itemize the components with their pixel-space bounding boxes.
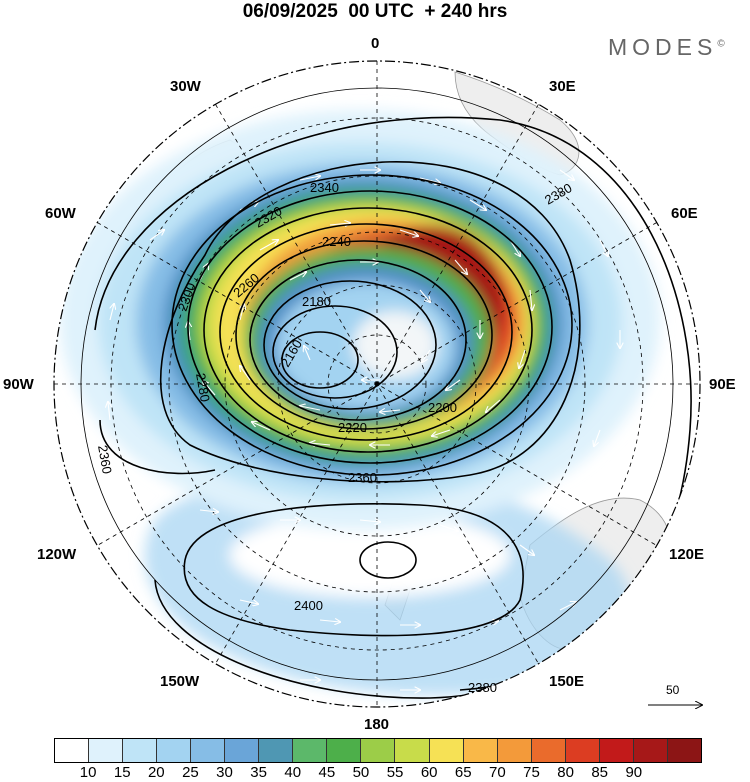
longitude-label-180: 180	[364, 716, 390, 733]
modes-logo: MODES©	[608, 34, 725, 61]
map-disk	[54, 61, 700, 707]
contour-label-2220: 2220	[338, 420, 367, 435]
longitude-label-120e: 120E	[669, 546, 705, 563]
colorbar-tick-label: 60	[420, 764, 438, 781]
contour-label-2400: 2400	[294, 598, 323, 613]
contour-label-2240: 2240	[322, 234, 351, 249]
colorbar-swatch	[157, 739, 192, 762]
map-title: 06/09/2025 00 UTC + 240 hrs	[242, 1, 508, 22]
colorbar-swatch	[361, 739, 396, 762]
reference-vector-value: 50	[666, 683, 680, 697]
colorbar-tick-label: 40	[284, 764, 302, 781]
colorbar-tick-label: 75	[523, 764, 540, 781]
longitude-label-90e: 90E	[709, 376, 736, 393]
colorbar-swatch	[327, 739, 362, 762]
contour-label-2380-south: 2380	[468, 680, 497, 695]
map-boundary	[53, 60, 701, 708]
colorbar-tick-label: 65	[454, 764, 472, 781]
colorbar-tick-label: 45	[318, 764, 336, 781]
polar-stereographic-map: 2160 2180 2200 2220 2240 2260 2280 2300 …	[53, 60, 750, 740]
copyright-mark: ©	[717, 38, 725, 50]
colorbar-tick-label: 90	[625, 764, 643, 781]
colorbar-swatch	[55, 739, 90, 762]
colorbar-tick-label: 80	[557, 764, 574, 781]
colorbar-tick-label: 30	[216, 764, 233, 781]
colorbar-swatch	[293, 739, 328, 762]
calm-southern-core	[230, 513, 510, 597]
contour-label-2280: 2280	[193, 372, 213, 403]
map-outer-ring	[80, 87, 674, 681]
colorbar-tick-label: 70	[489, 764, 506, 781]
colorbar-swatch	[89, 739, 124, 762]
colorbar-swatch	[395, 739, 430, 762]
colorbar-swatch	[463, 739, 498, 762]
longitude-label-60w: 60W	[45, 205, 76, 222]
colorbar-tick-label: 55	[386, 764, 404, 781]
colorbar-swatch	[531, 739, 566, 762]
contour-label-2360-west: 2360	[95, 444, 115, 475]
longitude-label-0: 0	[371, 35, 380, 52]
longitude-label-120w: 120W	[37, 546, 77, 563]
colorbar-swatch	[259, 739, 294, 762]
colorbar-swatch	[565, 739, 600, 762]
colorbar-tick-label: 35	[250, 764, 267, 781]
colorbar-tick-label: 10	[79, 764, 97, 781]
colorbar-swatch	[633, 739, 668, 762]
longitude-label-30e: 30E	[549, 78, 576, 95]
longitude-label-150e: 150E	[549, 673, 585, 690]
colorbar-swatch	[225, 739, 260, 762]
colorbar-tick-label: 15	[113, 764, 131, 781]
colorbar-swatch	[497, 739, 532, 762]
colorbar-swatch	[123, 739, 158, 762]
wind-speed-colorbar	[54, 738, 702, 763]
colorbar-swatch	[191, 739, 226, 762]
colorbar-tick-label: 50	[352, 764, 370, 781]
longitude-label-150w: 150W	[160, 673, 200, 690]
colorbar-tick-label: 85	[591, 764, 609, 781]
colorbar-swatch	[429, 739, 464, 762]
contour-label-2200: 2200	[428, 400, 457, 415]
colorbar-swatch	[599, 739, 634, 762]
colorbar-swatch	[667, 739, 701, 762]
south-pole-marker	[374, 381, 380, 387]
colorbar-tick-label: 20	[147, 764, 165, 781]
contour-label-2360: 2360	[348, 470, 377, 485]
geopotential-contours	[94, 116, 692, 699]
brand-text: MODES	[608, 34, 718, 60]
contour-label-2340: 2340	[310, 180, 339, 195]
contour-label-2180: 2180	[302, 294, 331, 309]
longitude-label-90w: 90W	[3, 376, 34, 393]
vortex-core-calm	[353, 311, 437, 379]
colorbar-tick-label: 25	[182, 764, 199, 781]
longitude-label-60e: 60E	[671, 205, 698, 222]
longitude-label-30w: 30W	[170, 78, 201, 95]
